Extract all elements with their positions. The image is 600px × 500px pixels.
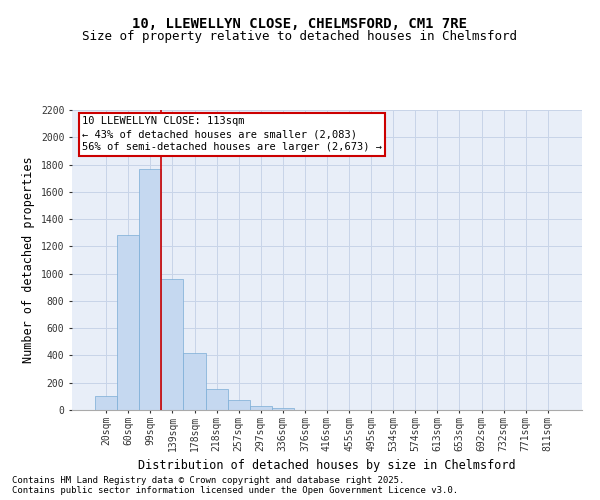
Text: 10, LLEWELLYN CLOSE, CHELMSFORD, CM1 7RE: 10, LLEWELLYN CLOSE, CHELMSFORD, CM1 7RE bbox=[133, 18, 467, 32]
X-axis label: Distribution of detached houses by size in Chelmsford: Distribution of detached houses by size … bbox=[138, 459, 516, 472]
Bar bbox=[206, 389, 227, 410]
Bar bbox=[250, 406, 272, 410]
Text: 10 LLEWELLYN CLOSE: 113sqm
← 43% of detached houses are smaller (2,083)
56% of s: 10 LLEWELLYN CLOSE: 113sqm ← 43% of deta… bbox=[82, 116, 382, 152]
Bar bbox=[161, 279, 184, 410]
Bar bbox=[95, 396, 117, 410]
Bar bbox=[184, 352, 206, 410]
Text: Size of property relative to detached houses in Chelmsford: Size of property relative to detached ho… bbox=[83, 30, 517, 43]
Bar bbox=[139, 168, 161, 410]
Y-axis label: Number of detached properties: Number of detached properties bbox=[22, 156, 35, 364]
Bar bbox=[117, 236, 139, 410]
Text: Contains HM Land Registry data © Crown copyright and database right 2025.: Contains HM Land Registry data © Crown c… bbox=[12, 476, 404, 485]
Bar bbox=[227, 400, 250, 410]
Bar bbox=[272, 408, 294, 410]
Text: Contains public sector information licensed under the Open Government Licence v3: Contains public sector information licen… bbox=[12, 486, 458, 495]
